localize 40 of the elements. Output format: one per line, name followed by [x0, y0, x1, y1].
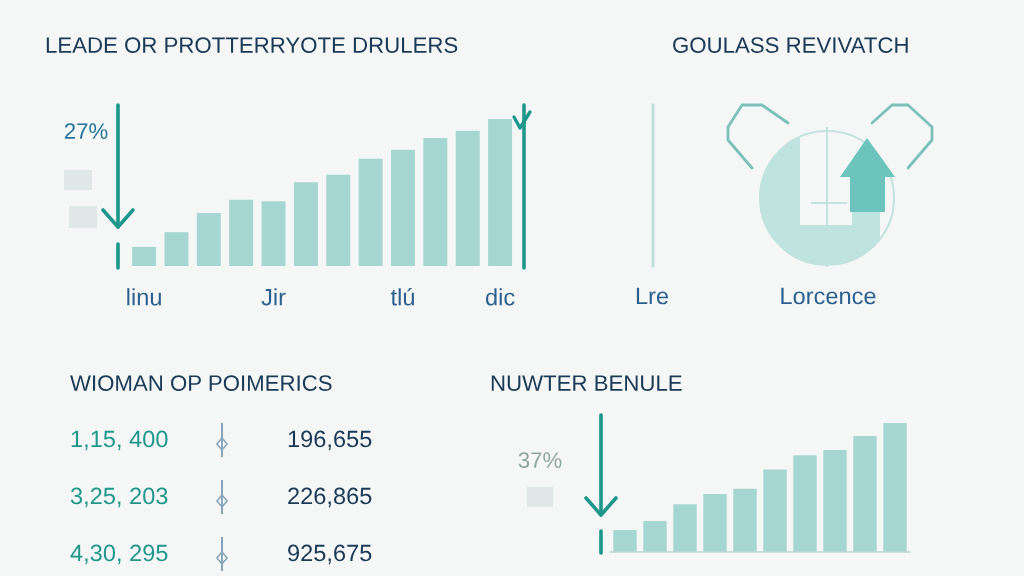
bar: [733, 488, 757, 552]
bar: [455, 130, 480, 266]
bar: [229, 199, 254, 266]
bar: [613, 530, 637, 552]
bar: [763, 469, 787, 552]
x-tick-label: linu: [127, 288, 161, 306]
text: 196,655: [288, 430, 372, 451]
bar: [196, 213, 221, 266]
chart-title: NUWTER BENULE: [491, 375, 682, 391]
bar: [326, 174, 351, 266]
bar: [853, 435, 877, 552]
text: 4,30, 295: [70, 544, 168, 565]
bar: [703, 493, 727, 552]
bar: [673, 504, 697, 552]
text: 37%: [518, 452, 562, 468]
bar: [391, 149, 415, 266]
bar: [293, 182, 318, 266]
bar: [132, 246, 157, 266]
x-tick-label: dic: [485, 288, 515, 306]
text: 226,865: [288, 487, 372, 508]
bar: [164, 232, 189, 266]
bar: [261, 201, 286, 266]
chart-title: LEADE OR PROTTERRYOTE DRULERS: [46, 37, 458, 53]
text: GOULASS REVIVATCH: [673, 37, 908, 53]
x-tick-label: Jir: [261, 288, 286, 306]
bar: [823, 450, 847, 552]
bar: [883, 423, 907, 552]
text: 925,675: [288, 544, 372, 565]
bar: [793, 455, 817, 552]
text: 1,15, 400: [71, 430, 168, 451]
text: 27%: [64, 123, 108, 139]
x-tick-label: tlú: [390, 287, 414, 306]
text: 3,25, 203: [70, 487, 168, 508]
bar: [643, 521, 667, 552]
text: Lre: [636, 287, 669, 305]
text: Lorcence: [781, 287, 876, 305]
bar: [488, 119, 513, 266]
bar: [358, 158, 383, 266]
bar: [423, 138, 448, 266]
text: WIOMAN OP POIMERICS: [70, 375, 332, 391]
